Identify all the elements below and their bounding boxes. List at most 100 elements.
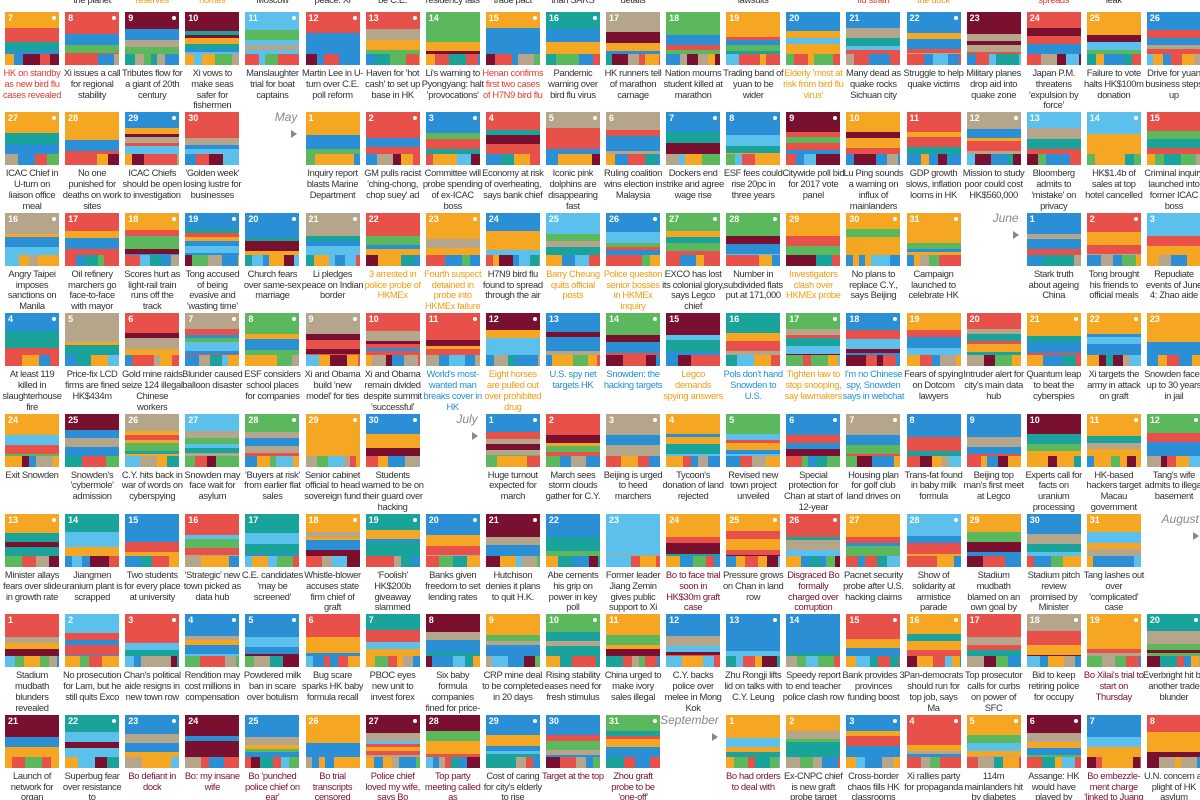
day-number: 1	[729, 715, 735, 726]
day-tile: 8	[906, 413, 961, 467]
tile-stripe	[125, 439, 180, 443]
tile-block	[19, 254, 29, 266]
tile-block	[185, 355, 200, 367]
day-tile: 16	[906, 614, 961, 668]
tile-stripe	[125, 453, 180, 456]
tile-stripe	[65, 747, 120, 757]
tile-band	[485, 212, 540, 231]
tile-block	[711, 355, 721, 367]
tile-band	[786, 514, 841, 537]
tile-stripe	[305, 444, 360, 449]
caption: lawsuits	[722, 0, 784, 6]
tile-stripe	[485, 130, 540, 136]
caption: Pressure grows on Chan in land row	[722, 569, 784, 602]
month-label: July	[456, 411, 478, 426]
tile-block	[289, 756, 300, 768]
tile-stripe	[185, 342, 240, 352]
tile-dot	[1013, 718, 1018, 723]
tile-stripe	[846, 349, 901, 354]
tile-band	[5, 514, 59, 533]
day-number: 18	[308, 515, 319, 525]
tile-stripe	[666, 143, 721, 155]
tile-block	[871, 254, 880, 266]
tile-block	[1006, 154, 1013, 166]
tile-block	[946, 154, 961, 166]
day-tile: 11	[906, 112, 961, 166]
day-tile: 24	[185, 714, 240, 768]
tile-dot	[532, 16, 537, 20]
day-tile: 2	[545, 413, 600, 467]
tile-block	[786, 556, 802, 567]
day-tile: 29	[485, 714, 540, 768]
tile-block	[693, 556, 707, 567]
tile-block	[742, 254, 760, 266]
tile-block	[140, 455, 158, 467]
tile-block	[921, 556, 937, 567]
tile-block	[1146, 656, 1160, 668]
tile-block	[1174, 756, 1181, 768]
tile-band	[545, 614, 600, 633]
day-number: 20	[248, 213, 259, 224]
tile-stripe	[1086, 144, 1141, 155]
tile-block	[966, 355, 984, 367]
tile-block	[80, 656, 90, 668]
tile-block	[801, 556, 811, 567]
day-tile: 19	[906, 313, 961, 367]
tile-stripe	[365, 433, 420, 438]
tile-band	[185, 313, 240, 330]
tile-stripe	[1026, 248, 1081, 255]
tile-band	[1026, 714, 1081, 733]
tile-block	[1045, 154, 1056, 166]
caption: Xi and Obama build 'new model' for ties	[304, 368, 361, 401]
day-number: 12	[969, 113, 980, 124]
day-tile: 15	[1146, 112, 1200, 166]
tile-band	[305, 614, 360, 638]
tile-stripe	[365, 740, 420, 744]
tile-band	[786, 413, 841, 435]
day-tile: 29	[125, 112, 180, 166]
tile-block	[1183, 656, 1191, 668]
tile-stripe	[966, 750, 1021, 756]
tile-block	[771, 355, 781, 367]
tile-stripe	[365, 649, 420, 657]
day-number: 21	[849, 13, 860, 23]
tile-block	[642, 254, 650, 266]
tile-block	[444, 254, 462, 266]
tile-block	[666, 54, 681, 65]
caption: 3 arrested in police probe of HKMEx	[364, 267, 421, 301]
tile-stripe	[906, 348, 961, 356]
tile-stripe	[305, 46, 360, 54]
tile-block	[838, 756, 841, 768]
tile-stripe	[1026, 353, 1081, 356]
tile-stripe	[726, 550, 781, 555]
month-label: May	[274, 110, 298, 125]
tile-stripe	[606, 533, 660, 544]
tile-stripe	[906, 53, 961, 54]
tile-block	[281, 756, 290, 768]
tile-block	[644, 756, 650, 768]
tile-stripe	[5, 434, 59, 445]
tile-stripe	[365, 147, 420, 155]
tile-dot	[893, 618, 898, 623]
day-tile: 13	[365, 12, 420, 65]
tile-block	[1190, 656, 1199, 668]
tile-block	[570, 455, 586, 467]
tile-block	[714, 656, 721, 668]
tile-stripe	[846, 353, 901, 356]
tile-stripe	[125, 248, 180, 254]
tile-band	[906, 514, 961, 536]
tile-block	[125, 154, 133, 166]
tile-stripe	[906, 753, 961, 757]
tile-stripe	[125, 751, 180, 757]
day-number: 7	[368, 615, 374, 626]
tile-block	[1047, 656, 1064, 668]
tile-block	[680, 54, 688, 65]
tile-block	[537, 355, 540, 367]
tile-block	[628, 154, 645, 166]
tile-stripe	[305, 435, 360, 445]
tile-block	[50, 355, 59, 367]
caption: Military planes drop aid into quake zone	[966, 67, 1021, 100]
day-number: 23	[1149, 314, 1160, 325]
tile-stripe	[65, 147, 120, 152]
tile-stripe	[5, 736, 59, 747]
